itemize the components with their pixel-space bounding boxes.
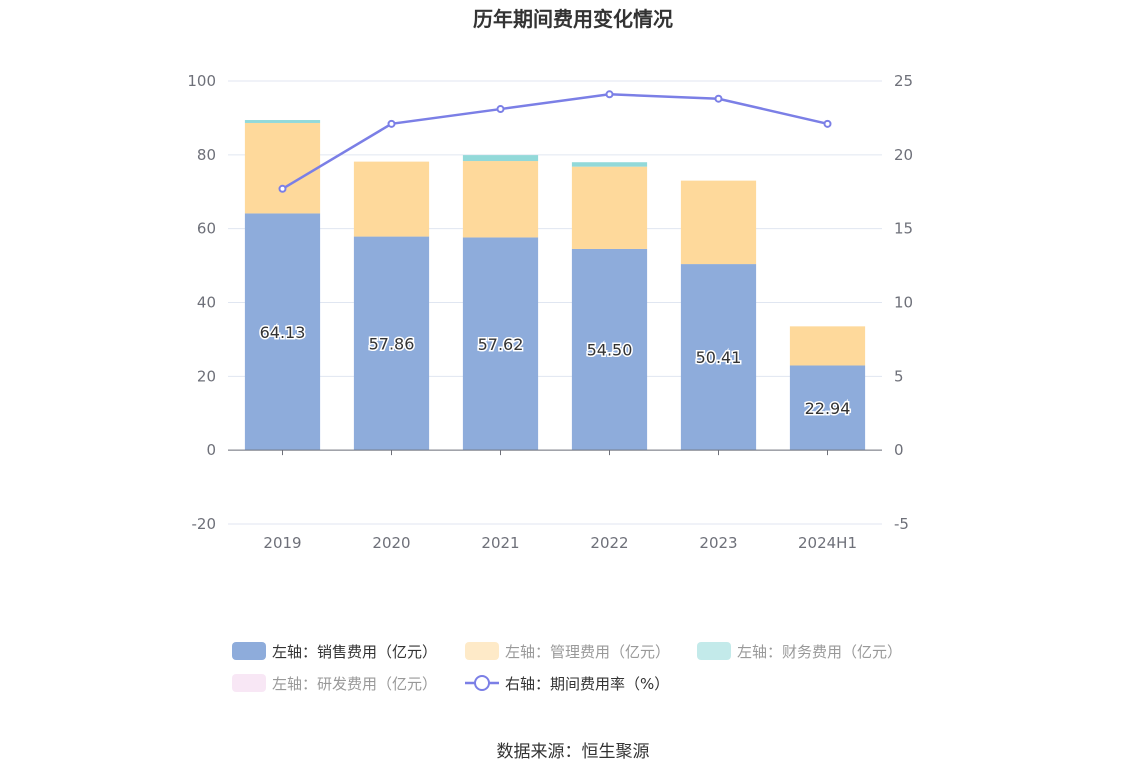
legend-item: 左轴：销售费用（亿元） bbox=[232, 642, 437, 661]
x-tick-label: 2019 bbox=[263, 534, 301, 552]
bar bbox=[789, 365, 866, 451]
legend-label: 左轴：研发费用（亿元） bbox=[272, 675, 437, 693]
bar-data-label: 22.94 bbox=[805, 399, 851, 418]
y-right-tick-label: 20 bbox=[894, 146, 913, 164]
y-left-tick-label: 40 bbox=[197, 294, 216, 312]
bar bbox=[353, 236, 430, 451]
y-left-tick-label: 60 bbox=[197, 220, 216, 238]
bar-data-label: 54.50 bbox=[587, 341, 633, 360]
legend-label: 左轴：管理费用（亿元） bbox=[505, 643, 670, 661]
bar-data-label: 57.86 bbox=[369, 334, 415, 353]
legend-item: 右轴：期间费用率（%） bbox=[465, 675, 669, 693]
rate-point bbox=[714, 94, 723, 103]
bars bbox=[244, 120, 866, 451]
y-left-tick-label: 80 bbox=[197, 146, 216, 164]
x-tick-label: 2024H1 bbox=[798, 534, 857, 552]
x-tick-label: 2021 bbox=[481, 534, 519, 552]
bar-data-label: 64.13 bbox=[260, 323, 306, 342]
x-tick-label: 2023 bbox=[699, 534, 737, 552]
y-left-tick-label: 0 bbox=[206, 441, 216, 459]
y-right-tick-label: 0 bbox=[894, 441, 904, 459]
legend-item: 左轴：财务费用（亿元） bbox=[697, 642, 902, 661]
bar bbox=[353, 161, 430, 237]
bar bbox=[462, 155, 539, 162]
gridlines bbox=[228, 80, 882, 525]
rate-point bbox=[605, 90, 614, 99]
legend-label: 右轴：期间费用率（%） bbox=[505, 675, 669, 693]
bar bbox=[571, 162, 648, 167]
rate-line-path bbox=[281, 93, 828, 190]
bar bbox=[462, 237, 539, 451]
bar bbox=[244, 122, 321, 214]
legend-item: 左轴：管理费用（亿元） bbox=[465, 642, 670, 661]
bar bbox=[462, 161, 539, 238]
bar bbox=[571, 166, 648, 249]
bar bbox=[244, 120, 321, 123]
rate-point bbox=[496, 105, 505, 114]
source-note: 数据来源：恒生聚源 bbox=[497, 742, 650, 762]
y-right-tick-label: 10 bbox=[894, 294, 913, 312]
y-axis-left: 100 80 60 40 20 0 -20 bbox=[187, 72, 216, 533]
legend-circle-swatch bbox=[474, 675, 490, 691]
bar bbox=[789, 326, 866, 366]
rate-point bbox=[387, 119, 396, 128]
y-left-tick-label: 100 bbox=[187, 72, 216, 90]
rate-line bbox=[278, 90, 832, 193]
bar bbox=[571, 248, 648, 451]
chart-title: 历年期间费用变化情况 bbox=[473, 7, 673, 31]
y-right-tick-label: 5 bbox=[894, 367, 904, 385]
legend-item: 左轴：研发费用（亿元） bbox=[232, 674, 437, 693]
rate-point bbox=[823, 119, 832, 128]
legend-swatch bbox=[232, 642, 266, 660]
legend-label: 左轴：财务费用（亿元） bbox=[737, 643, 902, 661]
bar bbox=[244, 213, 321, 451]
y-right-tick-label: 25 bbox=[894, 72, 913, 90]
legend-swatch bbox=[697, 642, 731, 660]
bar-data-label: 57.62 bbox=[478, 335, 524, 354]
y-left-tick-label: 20 bbox=[197, 367, 216, 385]
x-tick-label: 2020 bbox=[372, 534, 410, 552]
legend-label: 左轴：销售费用（亿元） bbox=[272, 643, 437, 661]
legend: 左轴：销售费用（亿元） 左轴：管理费用（亿元） 左轴：财务费用（亿元） 左轴：研发费用… bbox=[232, 642, 902, 693]
y-axis-right: 25 20 15 10 5 0 -5 bbox=[894, 72, 913, 533]
legend-swatch bbox=[232, 674, 266, 692]
bar bbox=[680, 264, 757, 451]
y-right-tick-label: 15 bbox=[894, 220, 913, 238]
bar bbox=[680, 180, 757, 265]
rate-point bbox=[278, 184, 287, 193]
bar-labels: 64.13 57.86 57.62 54.50 50.41 22.94 bbox=[258, 321, 852, 419]
legend-swatch bbox=[465, 642, 499, 660]
y-right-tick-label: -5 bbox=[894, 515, 909, 533]
x-axis: 2019 2020 2021 2022 2023 2024H1 bbox=[228, 449, 882, 552]
y-left-tick-label: -20 bbox=[192, 515, 217, 533]
x-tick-label: 2022 bbox=[590, 534, 628, 552]
bar-data-label: 50.41 bbox=[696, 348, 742, 367]
